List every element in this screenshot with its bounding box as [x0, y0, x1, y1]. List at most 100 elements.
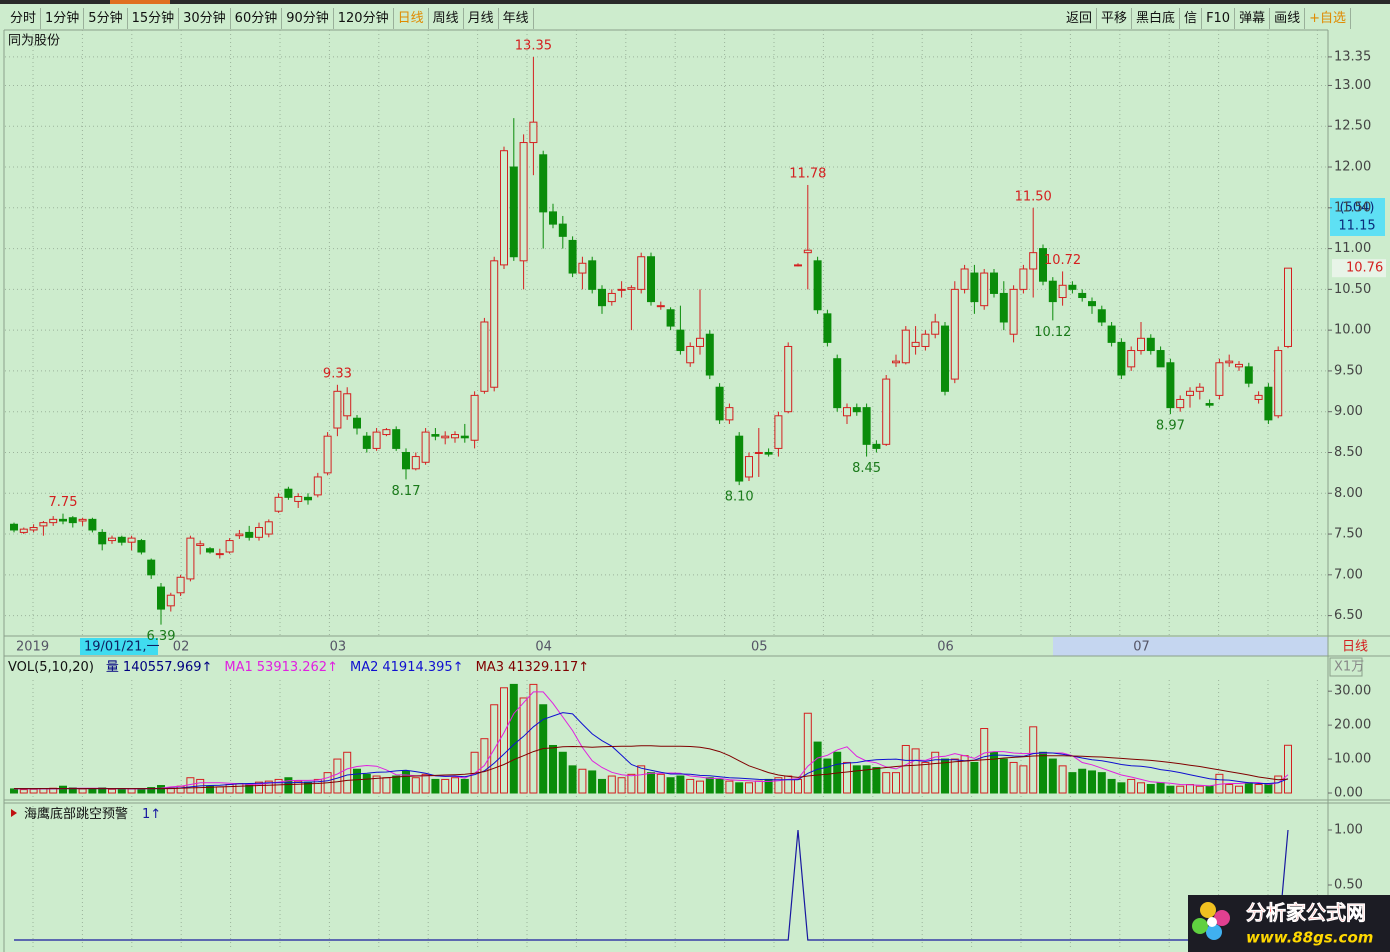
- volume-bar: [656, 773, 665, 794]
- candle-body: [931, 321, 940, 335]
- candle-body: [627, 287, 636, 290]
- candle-body: [1274, 350, 1283, 417]
- candle-body: [725, 407, 734, 421]
- x-tick-label: 03: [330, 640, 347, 655]
- candle-body: [892, 360, 900, 364]
- y-tick-label: 10.00: [1334, 752, 1371, 767]
- toolbar-button[interactable]: 返回: [1062, 8, 1098, 29]
- volume-bar: [509, 683, 518, 794]
- candle-body: [157, 586, 165, 610]
- candle-body: [1088, 301, 1096, 307]
- volume-bar: [392, 775, 401, 794]
- candle-body: [1029, 252, 1038, 270]
- volume-bar: [803, 712, 812, 794]
- toolbar-button[interactable]: 周线: [429, 8, 464, 29]
- volume-bar: [950, 758, 959, 794]
- volume-bar: [578, 768, 587, 794]
- candle-body: [19, 528, 28, 533]
- last-price-label: 10.76: [1346, 261, 1383, 276]
- volume-bar: [1225, 784, 1234, 794]
- volume-bar: [137, 788, 146, 794]
- volume-bar: [343, 751, 352, 794]
- y-tick-label: 7.50: [1334, 527, 1363, 542]
- volume-bar: [549, 744, 557, 794]
- toolbar-button[interactable]: 信: [1180, 8, 1203, 29]
- toolbar-button[interactable]: 分时: [6, 8, 42, 29]
- candle-body: [1137, 337, 1145, 352]
- toolbar-button[interactable]: 1分钟: [41, 8, 85, 29]
- candle-body: [176, 576, 185, 594]
- candle-body: [382, 429, 391, 436]
- candle-body: [392, 429, 401, 449]
- volume-bar: [500, 687, 508, 794]
- candle-body: [774, 415, 783, 449]
- volume-bar: [735, 782, 744, 794]
- extreme-label: 13.35: [515, 38, 552, 53]
- volume-bar: [88, 788, 97, 794]
- volume-bar: [1205, 785, 1214, 794]
- candle-body: [402, 451, 410, 470]
- toolbar-button[interactable]: 5分钟: [84, 8, 128, 29]
- volume-bar: [284, 777, 293, 794]
- y-tick-label: 30.00: [1334, 684, 1371, 699]
- candle-body: [794, 264, 802, 267]
- toolbar-button[interactable]: 30分钟: [179, 8, 231, 29]
- toolbar-button[interactable]: 120分钟: [334, 8, 394, 29]
- volume-bar: [1029, 726, 1038, 794]
- candle-body: [235, 533, 244, 537]
- candle-body: [1244, 366, 1253, 384]
- candle-body: [1264, 386, 1273, 421]
- candle-body: [882, 378, 891, 445]
- toolbar-button[interactable]: F10: [1202, 8, 1236, 29]
- candle-body: [490, 260, 499, 388]
- volume-bar: [235, 782, 244, 794]
- toolbar-button[interactable]: 黑白底: [1132, 8, 1181, 29]
- volume-bar: [1137, 782, 1145, 794]
- volume-bar: [264, 780, 273, 794]
- toolbar-button[interactable]: 弹幕: [1235, 8, 1271, 29]
- volume-bar: [558, 751, 567, 794]
- candle-body: [1166, 362, 1175, 409]
- volume-bar: [1058, 765, 1067, 794]
- candle-body: [686, 345, 695, 364]
- volume-bar: [999, 758, 1008, 794]
- toolbar-button[interactable]: 15分钟: [128, 8, 180, 29]
- candle-body: [362, 435, 371, 449]
- volume-bar: [1284, 744, 1292, 794]
- candle-body: [1048, 280, 1057, 303]
- volume-bar: [382, 777, 391, 794]
- candle-body: [166, 594, 175, 607]
- legend-title: VOL(5,10,20): [8, 660, 94, 675]
- candle-body: [666, 309, 675, 327]
- candle-body: [921, 333, 930, 347]
- toolbar-button[interactable]: +自选: [1305, 8, 1352, 29]
- candle-body: [519, 142, 528, 262]
- candle-body: [411, 456, 420, 470]
- extreme-label: 7.75: [49, 495, 78, 510]
- candle-body: [999, 292, 1008, 323]
- candle-body: [715, 386, 724, 421]
- candle-body: [245, 531, 254, 538]
- candle-body: [637, 256, 646, 290]
- candle-body: [274, 496, 283, 512]
- legend-name: MA2: [350, 660, 378, 675]
- toolbar-button[interactable]: 日线: [394, 8, 429, 29]
- toolbar-button[interactable]: 月线: [464, 8, 499, 29]
- toolbar-button[interactable]: 年线: [499, 8, 534, 29]
- toolbar-button[interactable]: 画线: [1270, 8, 1306, 29]
- candle-body: [1078, 292, 1087, 299]
- volume-bar: [911, 748, 920, 794]
- y-tick-label: 1.00: [1334, 823, 1363, 838]
- info-count: (504): [1340, 201, 1375, 216]
- volume-bar: [696, 780, 704, 794]
- candle-body: [1097, 309, 1106, 323]
- watermark-title: 分析家公式网: [1246, 901, 1366, 925]
- candle-body: [598, 288, 606, 307]
- volume-bar: [59, 785, 67, 794]
- toolbar-button[interactable]: 平移: [1097, 8, 1133, 29]
- y-tick-label: 11.50: [1334, 200, 1371, 215]
- volume-bar: [882, 772, 891, 794]
- toolbar-button[interactable]: 60分钟: [231, 8, 283, 29]
- candle-body: [147, 559, 156, 576]
- toolbar-button[interactable]: 90分钟: [282, 8, 334, 29]
